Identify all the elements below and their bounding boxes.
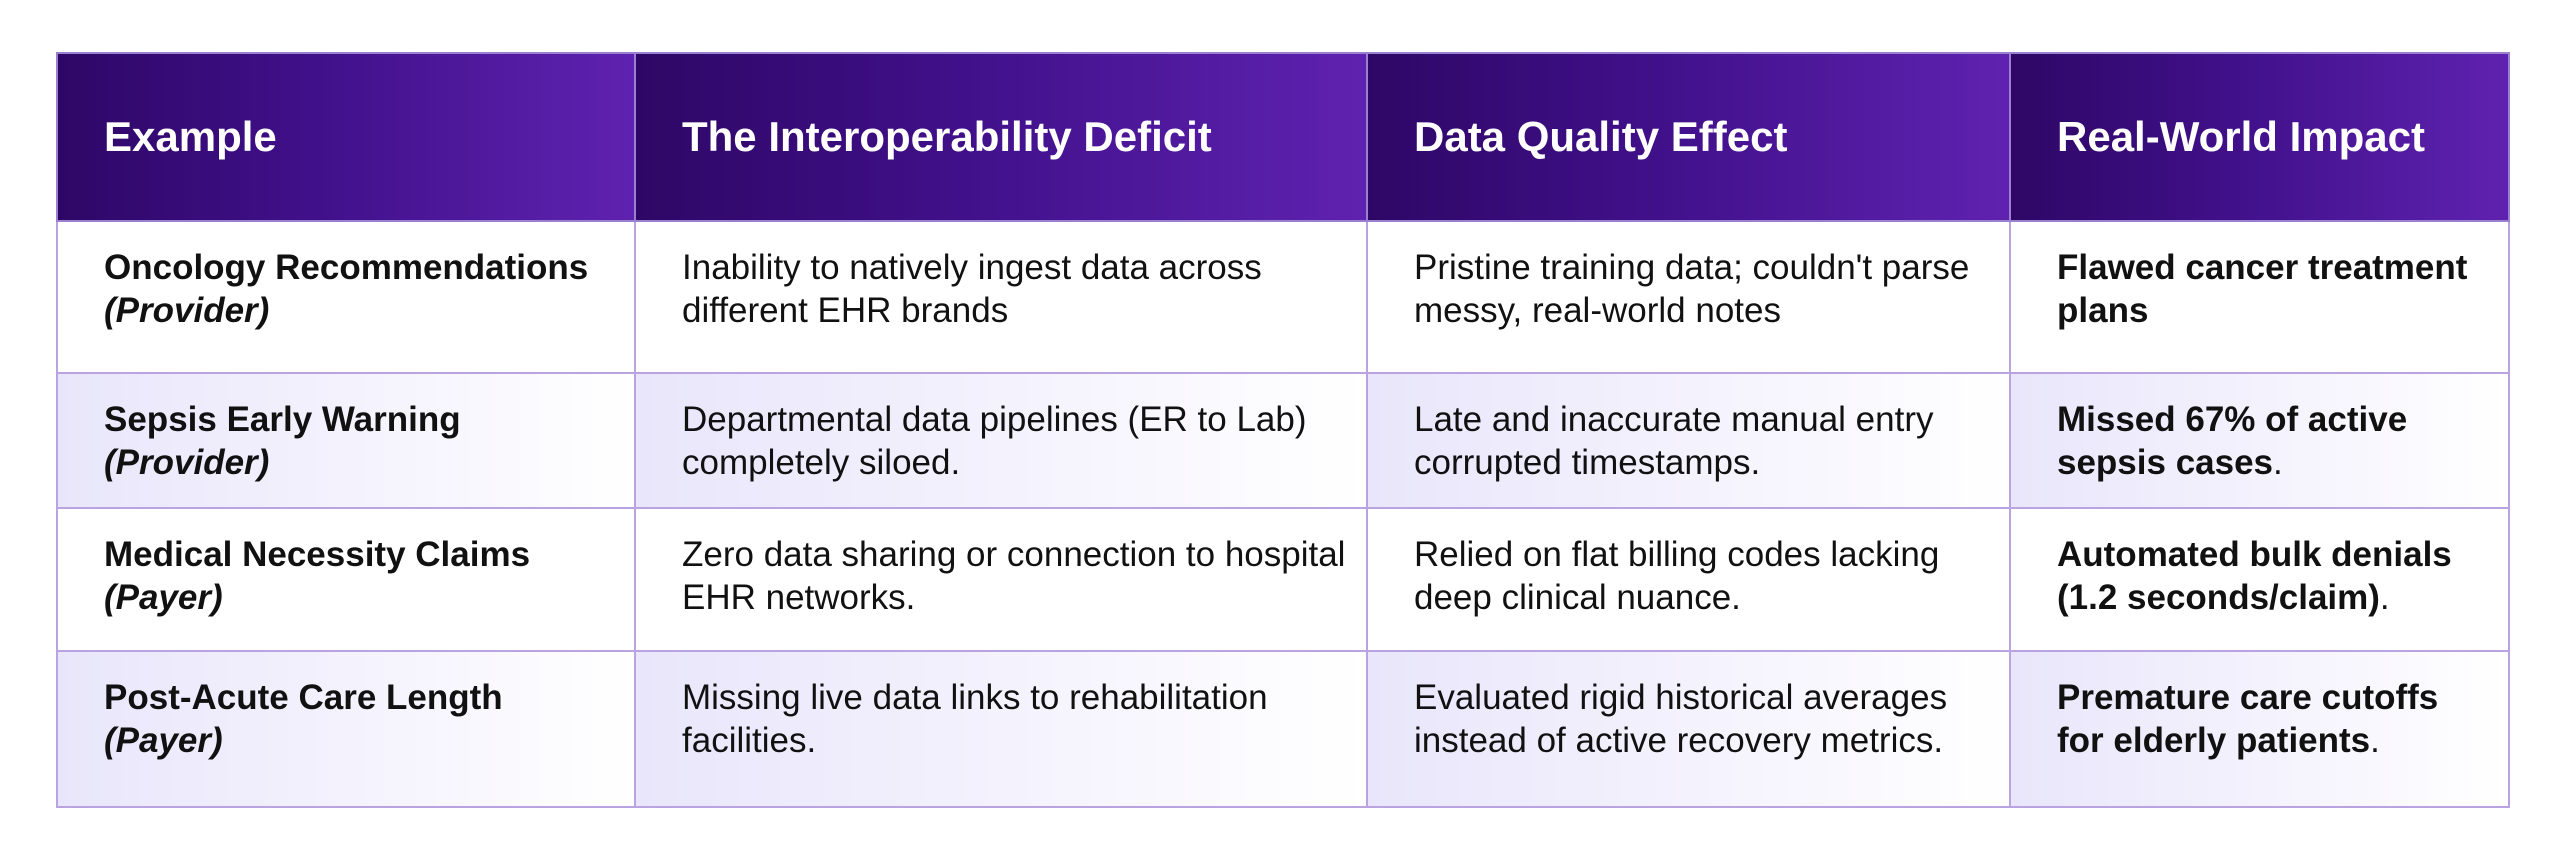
table-row: Medical Necessity Claims (Payer) Zero da… [56,507,2510,652]
example-title: Sepsis Early Warning [104,400,461,439]
impact-highlight: Premature care cutoffs for elderly patie… [2057,678,2439,760]
deficit-cell: Zero data sharing or connection to hospi… [634,507,1368,652]
table-row: Oncology Recommendations (Provider) Inab… [56,220,2510,374]
effect-cell: Evaluated rigid historical averages inst… [1366,650,2011,808]
example-title: Medical Necessity Claims [104,535,531,574]
comparison-table-container: Example The Interoperability Deficit Dat… [56,52,2510,808]
header-interoperability-deficit: The Interoperability Deficit [634,52,1368,222]
impact-highlight: Missed 67% of active sepsis cases [2057,400,2408,482]
deficit-cell: Missing live data links to rehabilitatio… [634,650,1368,808]
impact-highlight: Automated bulk denials (1.2 seconds/clai… [2057,535,2452,617]
example-cell: Post-Acute Care Length (Payer) [56,650,636,808]
impact-tail: . [2273,443,2283,482]
example-role: (Provider) [104,443,270,482]
table-header-row: Example The Interoperability Deficit Dat… [56,52,2510,222]
impact-cell: Missed 67% of active sepsis cases. [2009,372,2510,509]
effect-cell: Relied on flat billing codes lacking dee… [1366,507,2011,652]
example-title: Oncology Recommendations [104,248,589,287]
deficit-cell: Inability to natively ingest data across… [634,220,1368,374]
table-row: Post-Acute Care Length (Payer) Missing l… [56,650,2510,808]
impact-cell: Automated bulk denials (1.2 seconds/clai… [2009,507,2510,652]
header-example: Example [56,52,636,222]
deficit-cell: Departmental data pipelines (ER to Lab) … [634,372,1368,509]
example-role: (Payer) [104,578,223,617]
impact-highlight: Flawed cancer treatment plans [2057,248,2468,330]
effect-cell: Pristine training data; couldn't parse m… [1366,220,2011,374]
example-cell: Sepsis Early Warning (Provider) [56,372,636,509]
header-real-world-impact: Real-World Impact [2009,52,2510,222]
header-data-quality-effect: Data Quality Effect [1366,52,2011,222]
impact-cell: Premature care cutoffs for elderly patie… [2009,650,2510,808]
example-cell: Oncology Recommendations (Provider) [56,220,636,374]
table-row: Sepsis Early Warning (Provider) Departme… [56,372,2510,509]
comparison-table: Example The Interoperability Deficit Dat… [56,52,2510,808]
example-cell: Medical Necessity Claims (Payer) [56,507,636,652]
impact-cell: Flawed cancer treatment plans [2009,220,2510,374]
example-role: (Payer) [104,721,223,760]
impact-tail: . [2370,721,2380,760]
effect-cell: Late and inaccurate manual entry corrupt… [1366,372,2011,509]
impact-tail: . [2379,578,2390,617]
example-title: Post-Acute Care Length [104,678,503,717]
example-role: (Provider) [104,291,270,330]
